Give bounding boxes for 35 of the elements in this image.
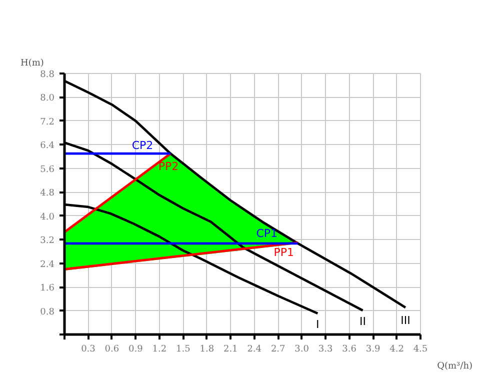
- y-tick-label: 2.4: [40, 260, 55, 270]
- x-tick-label: 0.6: [104, 344, 120, 354]
- x-tick-label: 2.4: [247, 344, 262, 354]
- x-tick-label: 3.3: [318, 344, 333, 354]
- x-axis-title: Q(m³/h): [437, 362, 473, 372]
- y-tick-label: 5.6: [40, 164, 55, 175]
- y-tick-label: 0.8: [40, 307, 55, 318]
- series-label: II: [360, 314, 366, 328]
- y-tick-label: 1.6: [40, 284, 55, 294]
- y-tick-label: 8.8: [40, 70, 55, 80]
- y-tick-label: 4.0: [40, 212, 55, 222]
- x-tick-label: 1.8: [200, 344, 214, 354]
- series-label: PP2: [158, 160, 179, 174]
- x-tick-label: 4.2: [390, 344, 404, 354]
- x-tick-label: 3.6: [342, 344, 357, 354]
- x-tick-label: 0.9: [128, 344, 144, 354]
- x-tick-label: 4.5: [413, 344, 428, 354]
- y-tick-label: 7.2: [40, 117, 55, 128]
- x-tick-label: 0.3: [81, 344, 96, 354]
- series-label: PP1: [274, 246, 294, 260]
- x-tick-label: 2.1: [223, 344, 238, 354]
- y-tick-label: 3.2: [40, 236, 55, 246]
- series-label: CP2: [132, 139, 154, 152]
- x-tick-label: 3.0: [294, 344, 310, 354]
- y-tick-label: 4.8: [40, 188, 55, 199]
- x-tick-label: 2.7: [270, 344, 286, 354]
- series-label: CP1: [256, 226, 278, 240]
- y-axis-title: H(m): [20, 58, 44, 68]
- y-tick-label: 6.4: [40, 141, 55, 152]
- x-tick-label: 1.2: [152, 344, 167, 354]
- y-tick-label: 8.0: [40, 94, 55, 104]
- series-label: III: [400, 314, 410, 328]
- series-label: I: [316, 318, 320, 331]
- x-tick-label: 1.5: [176, 344, 191, 354]
- x-tick-label: 3.9: [366, 344, 380, 354]
